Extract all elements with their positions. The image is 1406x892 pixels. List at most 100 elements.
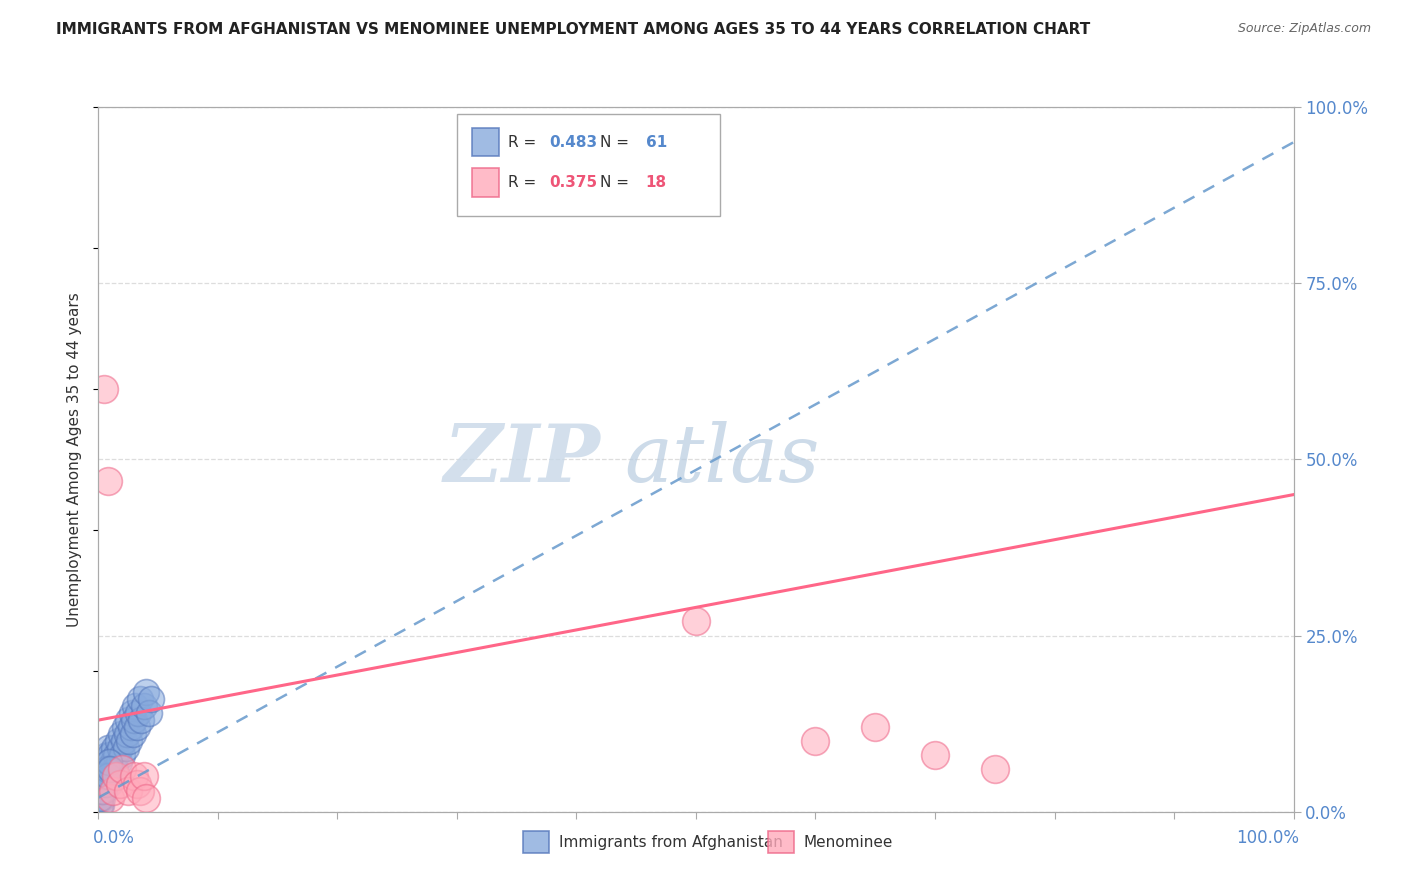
Point [94,756,117,770]
Point [138,706,160,720]
Text: R =: R = [509,135,541,150]
FancyBboxPatch shape [472,128,499,156]
Point [91,763,114,777]
Point [121,706,143,720]
Point [98,756,121,770]
Text: N =: N = [600,175,634,190]
Point [91,783,114,797]
Point [122,727,145,741]
Point [98,763,122,777]
Point [105,769,128,784]
Point [125,776,148,790]
Point [91,776,114,790]
Text: 0.483: 0.483 [548,135,598,150]
Point [98,748,122,763]
Point [118,734,141,748]
Point [115,741,138,756]
FancyBboxPatch shape [457,114,720,216]
Point [107,756,129,770]
Point [101,783,124,797]
Point [115,727,138,741]
Point [94,776,117,790]
Point [984,763,1007,777]
Point [111,763,134,777]
Point [108,741,131,756]
Point [90,797,112,812]
Point [96,748,118,763]
Text: R =: R = [509,175,541,190]
Text: Menominee: Menominee [804,835,893,849]
Point [129,783,152,797]
Point [139,692,162,706]
Text: Source: ZipAtlas.com: Source: ZipAtlas.com [1237,22,1371,36]
Point [98,776,121,790]
Text: IMMIGRANTS FROM AFGHANISTAN VS MENOMINEE UNEMPLOYMENT AMONG AGES 35 TO 44 YEARS : IMMIGRANTS FROM AFGHANISTAN VS MENOMINEE… [56,22,1091,37]
Point [127,706,149,720]
Point [98,756,121,770]
Point [91,783,114,797]
Y-axis label: Unemployment Among Ages 35 to 44 years: Unemployment Among Ages 35 to 44 years [67,292,83,627]
Point [93,783,115,797]
Point [103,741,125,756]
Text: 0.0%: 0.0% [93,830,135,847]
Point [107,734,129,748]
Point [94,776,117,790]
Point [90,783,112,797]
Point [89,797,111,812]
Point [132,699,155,714]
Point [97,474,120,488]
Point [97,763,120,777]
Point [101,756,124,770]
Point [131,713,153,727]
Point [114,720,136,734]
Point [120,720,142,734]
FancyBboxPatch shape [472,169,499,196]
Point [112,734,135,748]
Point [93,769,115,784]
Point [98,790,122,805]
Text: ZIP: ZIP [443,421,600,498]
Point [110,727,132,741]
Point [100,769,122,784]
Point [865,720,887,734]
Point [91,790,114,805]
Point [97,769,120,784]
Point [129,692,152,706]
Point [132,769,155,784]
Text: N =: N = [600,135,634,150]
Point [89,790,111,805]
Point [924,748,946,763]
Point [124,699,146,714]
Point [93,382,115,396]
Point [135,790,157,805]
Point [91,769,114,784]
Point [89,790,111,805]
Point [685,615,707,629]
Point [111,748,134,763]
FancyBboxPatch shape [768,831,794,853]
Point [98,763,122,777]
Point [93,769,115,784]
FancyBboxPatch shape [523,831,548,853]
Text: 61: 61 [645,135,666,150]
Text: Immigrants from Afghanistan: Immigrants from Afghanistan [558,835,782,849]
Point [90,776,112,790]
Point [804,734,827,748]
Point [97,741,120,756]
Point [124,713,146,727]
Point [117,783,139,797]
Point [125,720,148,734]
Text: 0.375: 0.375 [548,175,598,190]
Point [108,776,131,790]
Point [96,769,118,784]
Point [124,769,146,784]
Point [96,763,118,777]
Text: atlas: atlas [624,421,820,498]
Point [90,783,112,797]
Text: 100.0%: 100.0% [1236,830,1299,847]
Point [104,763,127,777]
Point [91,776,114,790]
Point [105,748,128,763]
Point [117,713,139,727]
Text: 18: 18 [645,175,666,190]
